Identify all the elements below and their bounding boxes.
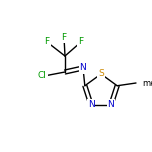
Text: N: N [80,64,86,73]
Text: N: N [88,100,94,109]
Text: F: F [78,38,84,47]
Text: F: F [44,38,50,47]
Text: Cl: Cl [38,71,47,81]
Text: methyl: methyl [142,78,152,88]
Text: F: F [61,33,67,41]
Text: S: S [98,69,104,78]
Text: N: N [108,100,114,109]
